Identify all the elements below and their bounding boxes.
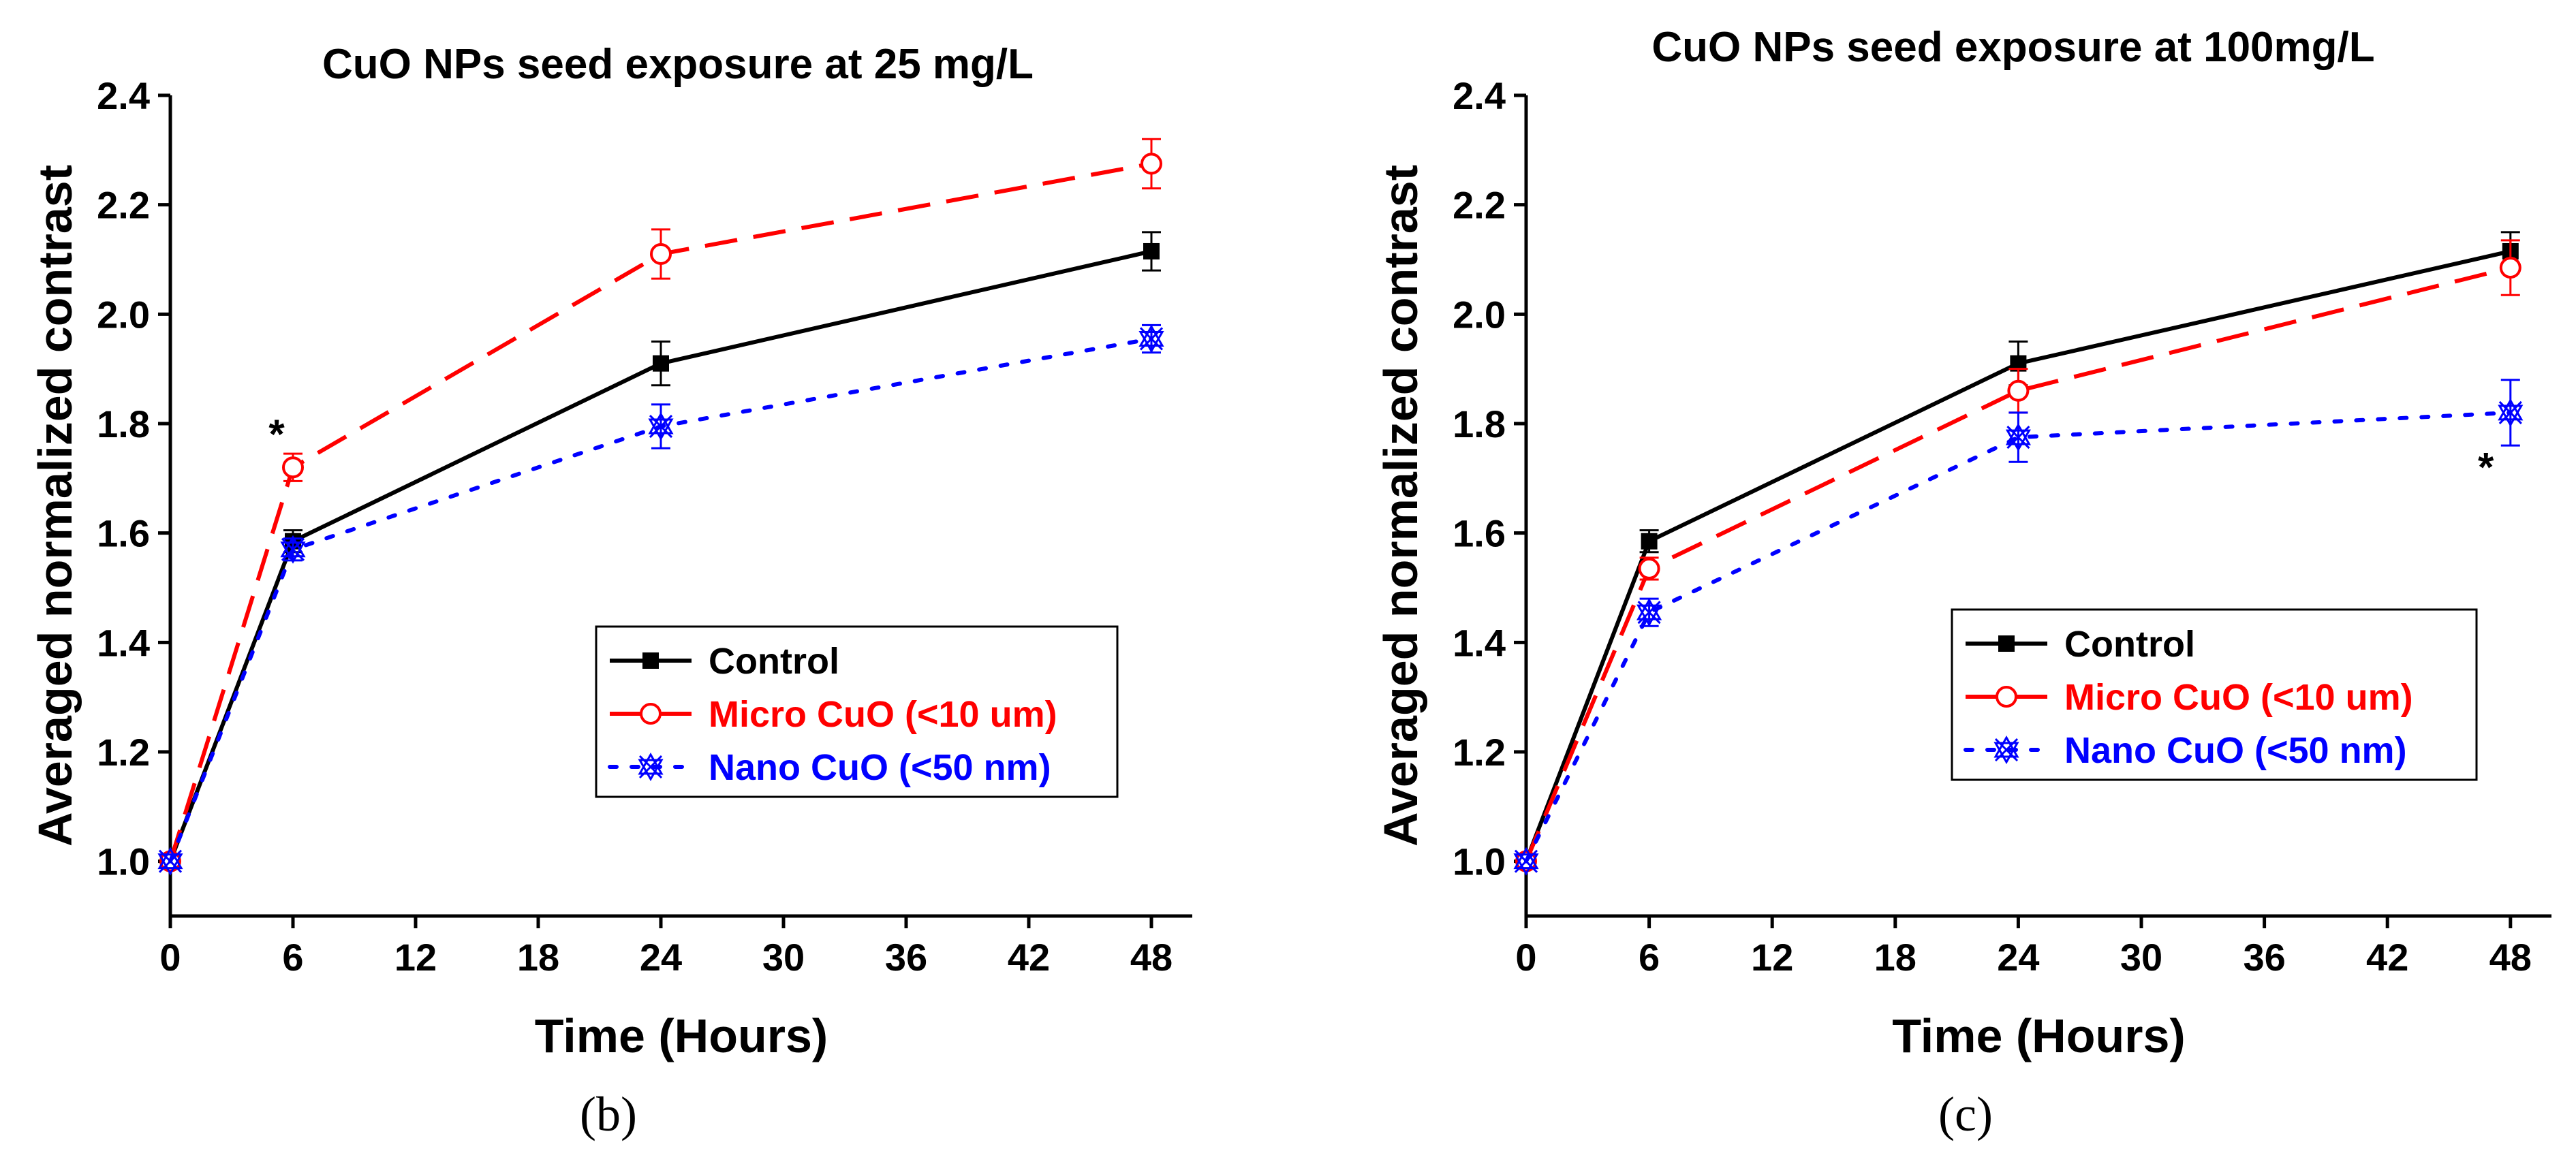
panel-label: (b)	[580, 1087, 637, 1141]
chart-title: CuO NPs seed exposure at 25 mg/L	[322, 41, 1034, 88]
legend-item: Nano CuO (<50 nm)	[1964, 730, 2407, 771]
data-point	[1641, 533, 1658, 550]
chart-title: CuO NPs seed exposure at 100mg/L	[1651, 24, 2374, 71]
data-point	[2005, 423, 2031, 452]
series-line	[168, 249, 1152, 862]
data-point	[1140, 153, 1162, 175]
legend-item: Micro CuO (<10 um)	[1966, 677, 2413, 718]
x-tick-label: 48	[2489, 936, 2532, 979]
legend-label: Nano CuO (<50 nm)	[709, 747, 1051, 788]
y-tick-label: 1.8	[97, 403, 150, 445]
legend-marker	[1996, 686, 2017, 708]
y-tick-label: 1.4	[1453, 621, 1506, 664]
data-point	[157, 847, 183, 876]
x-axis-label: Time (Hours)	[1892, 1009, 2185, 1062]
y-tick-label: 1.6	[97, 512, 150, 555]
legend-marker	[640, 703, 662, 725]
series-line	[1524, 410, 2513, 864]
y-tick-label: 1.2	[97, 731, 150, 774]
x-tick-label: 12	[1751, 936, 1793, 979]
data-point	[653, 355, 669, 372]
legend-label: Control	[2064, 624, 2195, 665]
y-tick-label: 2.2	[1453, 184, 1506, 227]
data-point	[2007, 379, 2030, 402]
data-point	[282, 456, 304, 479]
y-tick-label: 2.4	[1453, 74, 1506, 117]
y-tick-label: 1.8	[1453, 403, 1506, 445]
legend-marker	[1998, 635, 2015, 652]
x-tick-label: 18	[1874, 936, 1917, 979]
data-point	[648, 411, 674, 441]
data-point	[1138, 324, 1164, 353]
y-tick-label: 2.4	[97, 74, 150, 117]
data-point	[1513, 847, 1539, 876]
panel-label: (c)	[1938, 1087, 1993, 1141]
legend-label: Nano CuO (<50 nm)	[2064, 730, 2407, 771]
x-tick-label: 18	[517, 936, 559, 979]
legend-label: Micro CuO (<10 um)	[709, 694, 1057, 735]
x-tick-label: 36	[2243, 936, 2285, 979]
y-axis-label: Averaged normalized contrast	[29, 165, 82, 847]
x-tick-label: 30	[762, 936, 805, 979]
significance-asterisk: *	[268, 411, 285, 457]
data-point	[1143, 242, 1160, 259]
data-point	[1636, 598, 1662, 627]
y-tick-label: 2.2	[97, 184, 150, 227]
series-nano	[157, 323, 1164, 876]
chart-panel-c: CuO NPs seed exposure at 100mg/L 0 6 12 18 24…	[1374, 24, 2551, 1141]
x-tick-label: 6	[1639, 936, 1660, 979]
data-point	[2498, 398, 2524, 427]
series-line	[168, 336, 1153, 864]
x-tick-label: 0	[159, 936, 181, 979]
legend-item: Nano CuO (<50 nm)	[608, 747, 1051, 788]
legend-marker	[642, 652, 659, 669]
x-tick-label: 0	[1515, 936, 1536, 979]
legend-marker	[1993, 735, 2019, 765]
x-tick-label: 24	[640, 936, 682, 979]
legend-item: Control	[1966, 624, 2195, 665]
data-point	[280, 535, 306, 564]
axes-frame	[1524, 95, 2551, 918]
x-tick-label: 24	[1997, 936, 2039, 979]
significance-asterisk: *	[2478, 444, 2494, 490]
y-tick-label: 2.0	[1453, 293, 1506, 336]
y-axis-label: Averaged normalized contrast	[1374, 165, 1427, 847]
legend-label: Control	[709, 641, 839, 682]
legend: Control Micro CuO (<10 um) Nano CuO (<50 n…	[595, 625, 1119, 798]
chart-panel-b: CuO NPs seed exposure at 25 mg/L 0 6 12 18 24…	[29, 41, 1192, 1141]
y-tick-label: 1.0	[97, 840, 150, 883]
x-tick-label: 48	[1130, 936, 1173, 979]
y-tick-label: 1.4	[97, 621, 150, 664]
legend-item: Micro CuO (<10 um)	[610, 694, 1057, 735]
data-point	[2499, 257, 2521, 279]
x-tick-label: 30	[2120, 936, 2162, 979]
y-tick-label: 1.6	[1453, 512, 1506, 555]
y-tick-label: 1.0	[1453, 840, 1506, 883]
legend-item: Control	[610, 641, 839, 682]
data-point	[650, 242, 672, 265]
series-nano	[1513, 379, 2524, 876]
x-tick-label: 42	[2366, 936, 2408, 979]
x-tick-label: 36	[885, 936, 927, 979]
y-tick-label: 1.2	[1453, 731, 1506, 774]
legend-label: Micro CuO (<10 um)	[2064, 677, 2413, 718]
x-tick-label: 12	[394, 936, 437, 979]
series-line	[1524, 249, 2511, 862]
legend: Control Micro CuO (<10 um) Nano CuO (<50 n…	[1951, 608, 2478, 781]
x-axis-label: Time (Hours)	[535, 1009, 828, 1062]
series-line	[168, 161, 1152, 862]
series-line	[1524, 266, 2511, 862]
x-tick-label: 42	[1008, 936, 1050, 979]
x-tick-label: 6	[282, 936, 303, 979]
y-tick-label: 2.0	[97, 293, 150, 336]
legend-marker	[638, 752, 664, 782]
data-point	[1638, 557, 1660, 580]
